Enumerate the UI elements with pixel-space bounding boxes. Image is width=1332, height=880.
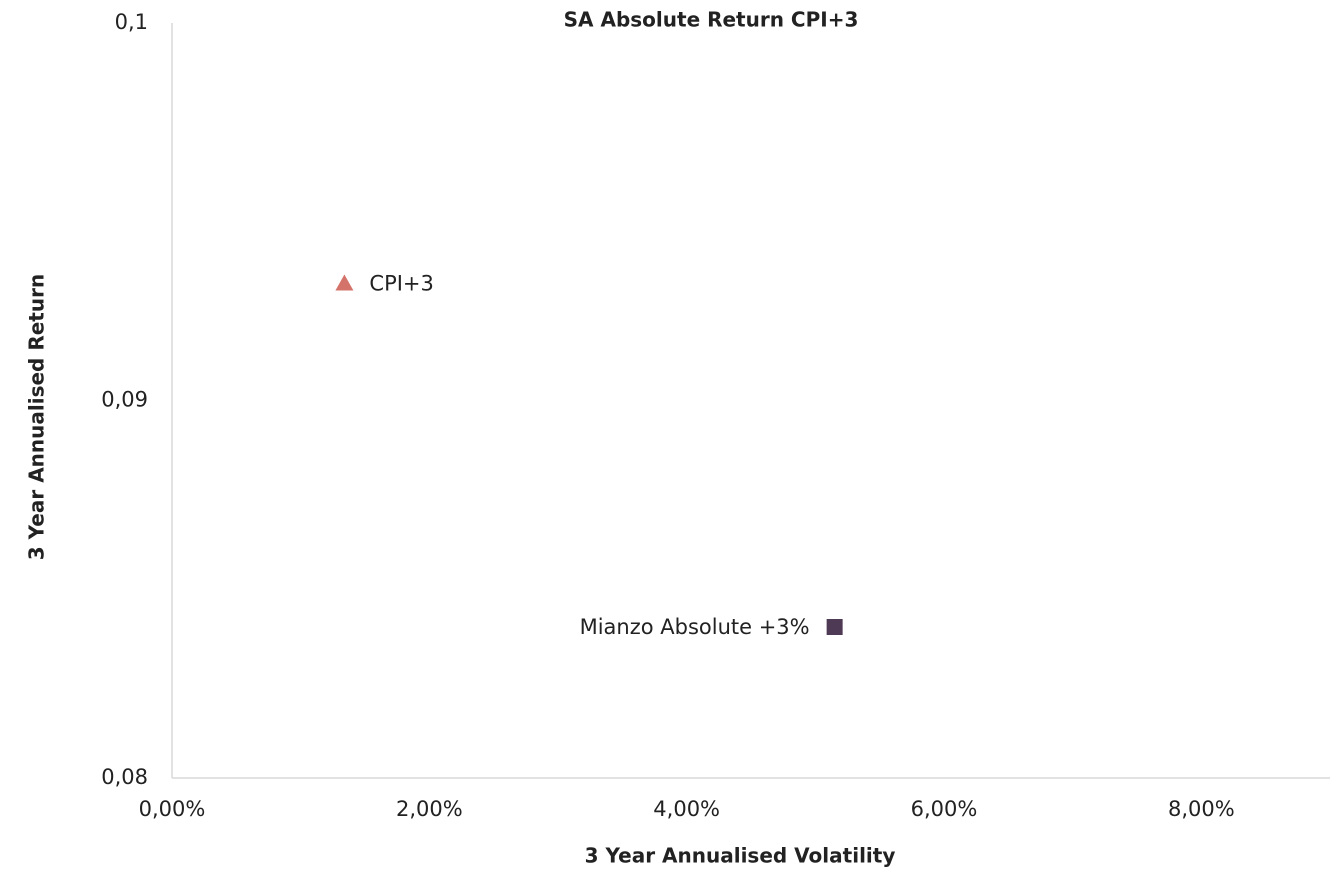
x-tick-label: 4,00% <box>653 797 720 821</box>
x-tick-label: 0,00% <box>139 797 206 821</box>
y-tick-label: 0,08 <box>101 765 148 789</box>
point <box>335 274 354 291</box>
chart-title: SA Absolute Return CPI+3 <box>564 8 859 32</box>
y-tick-label: 0,09 <box>101 388 148 412</box>
y-tick-label: 0,1 <box>115 10 148 34</box>
x-axis-title: 3 Year Annualised Volatility <box>585 844 896 868</box>
point <box>826 619 843 635</box>
point-label: CPI+3 <box>369 271 433 295</box>
x-tick-label: 2,00% <box>396 797 463 821</box>
point-label: Mianzo Absolute +3% <box>580 615 810 639</box>
y-axis-title: 3 Year Annualised Return <box>25 274 49 560</box>
x-tick-label: 8,00% <box>1168 797 1235 821</box>
x-tick-label: 6,00% <box>911 797 978 821</box>
